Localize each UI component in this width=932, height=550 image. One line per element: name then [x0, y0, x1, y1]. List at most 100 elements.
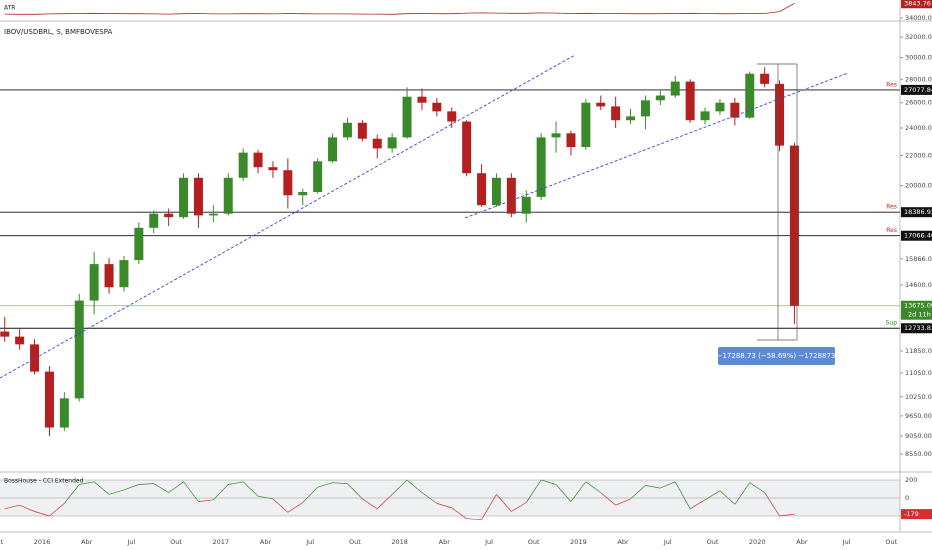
- candle-body: [313, 161, 323, 193]
- level-badge: [901, 84, 932, 95]
- cci-segment: [749, 482, 765, 493]
- level-value: 17066.46: [904, 232, 932, 240]
- x-tick-label: Abr: [617, 538, 629, 546]
- cci-segment: [406, 479, 423, 493]
- measure-label: −17288.73 (−58.69%) −1728873: [717, 352, 836, 360]
- cci-tick-label: 200: [905, 476, 917, 484]
- x-tick-label: 2016: [34, 538, 51, 546]
- candle-body: [447, 111, 457, 122]
- cci-segment: [213, 484, 229, 501]
- x-tick-label: 2018: [391, 538, 408, 546]
- cci-segment: [481, 494, 497, 520]
- atr-pane: ATR: [0, 0, 932, 22]
- cci-segment: [19, 504, 35, 512]
- candle-body: [328, 137, 338, 162]
- x-tick-label: Out: [349, 538, 361, 546]
- cci-segment: [689, 499, 706, 510]
- cci-segment: [228, 481, 244, 485]
- cci-segment: [525, 479, 542, 503]
- candle-body: [596, 102, 606, 107]
- candle-body: [283, 170, 293, 196]
- cci-segment: [451, 507, 467, 519]
- cci-segment: [287, 502, 303, 513]
- cci-pane: BossHouse - CCI Extended: [0, 471, 932, 520]
- candle-body: [417, 96, 427, 103]
- candle-body: [700, 111, 710, 121]
- cci-segment: [555, 484, 572, 502]
- candle-body: [104, 264, 114, 288]
- candle-body: [89, 264, 99, 301]
- candle-body: [789, 145, 799, 306]
- cci-segment: [600, 492, 616, 506]
- candle-body: [775, 83, 785, 146]
- candle-body: [44, 371, 54, 428]
- x-tick-label: Jul: [305, 538, 314, 546]
- x-tick-label: 2019: [570, 538, 587, 546]
- cci-segment: [660, 481, 676, 489]
- candle-body: [193, 177, 203, 216]
- cci-segment: [704, 490, 721, 501]
- candle-body: [730, 102, 740, 118]
- x-tick-label: Abr: [796, 538, 808, 546]
- y-tick-label: 24000.00: [905, 124, 932, 132]
- candle-body: [402, 96, 412, 138]
- cci-segment: [585, 481, 601, 493]
- cci-segment: [764, 492, 780, 517]
- y-tick-label: 34000.00: [905, 14, 932, 22]
- cci-segment: [734, 482, 751, 505]
- level-label: Res: [886, 227, 897, 234]
- cci-segment: [93, 481, 110, 495]
- price-value: 13675.09: [904, 302, 932, 310]
- candle-body: [149, 213, 159, 228]
- cci-segment: [332, 482, 348, 484]
- x-tick-label: Jul: [663, 538, 672, 546]
- cci-segment: [4, 504, 20, 510]
- cci-label: BossHouse - CCI Extended: [4, 478, 84, 485]
- cci-segment: [302, 486, 318, 503]
- cci-segment: [138, 483, 154, 485]
- x-tick-label: 2020: [749, 538, 766, 546]
- chart-title: IBOV/USDBRL, S, BMFBOVESPA: [4, 28, 113, 36]
- cci-badge: [901, 509, 932, 520]
- candle-body: [372, 138, 382, 149]
- candle-body: [536, 137, 546, 197]
- candle-body: [59, 398, 69, 428]
- cci-segment: [168, 481, 184, 493]
- candle-body: [119, 260, 129, 288]
- atr-bg: [0, 0, 900, 21]
- y-tick-label: 10250.00: [905, 393, 932, 401]
- candle-body: [223, 177, 233, 214]
- level-value: 27077.84: [904, 86, 932, 94]
- candle-body: [268, 167, 278, 171]
- cci-segment: [377, 494, 393, 510]
- level-value: 18386.93: [904, 208, 932, 216]
- cci-segment: [615, 498, 631, 506]
- y-tick-label: 22000.00: [905, 152, 932, 160]
- candle-body: [208, 213, 218, 216]
- price-badge: [901, 300, 932, 320]
- level-badge: [901, 207, 932, 218]
- atr-value: 3843.76: [904, 0, 931, 7]
- candle-body: [179, 177, 189, 218]
- candle-body: [715, 102, 725, 112]
- level-badge: [901, 323, 932, 334]
- candle-body: [566, 133, 576, 148]
- candle-body: [238, 152, 248, 178]
- candle-body: [477, 173, 487, 206]
- candle-body: [164, 213, 174, 218]
- y-tick-label: 32000.00: [905, 33, 932, 41]
- cci-segment: [123, 484, 139, 491]
- candle-body: [611, 106, 621, 121]
- x-tick-label: Out: [707, 538, 719, 546]
- cci-segment: [466, 518, 482, 520]
- candle-body: [626, 116, 636, 121]
- x-tick-label: Abr: [260, 538, 272, 546]
- candle-body: [462, 121, 472, 174]
- cci-segment: [198, 499, 214, 502]
- candle-body: [640, 100, 650, 117]
- trend-line: [464, 72, 849, 219]
- cci-segment: [645, 485, 661, 489]
- cci-segment: [317, 482, 333, 488]
